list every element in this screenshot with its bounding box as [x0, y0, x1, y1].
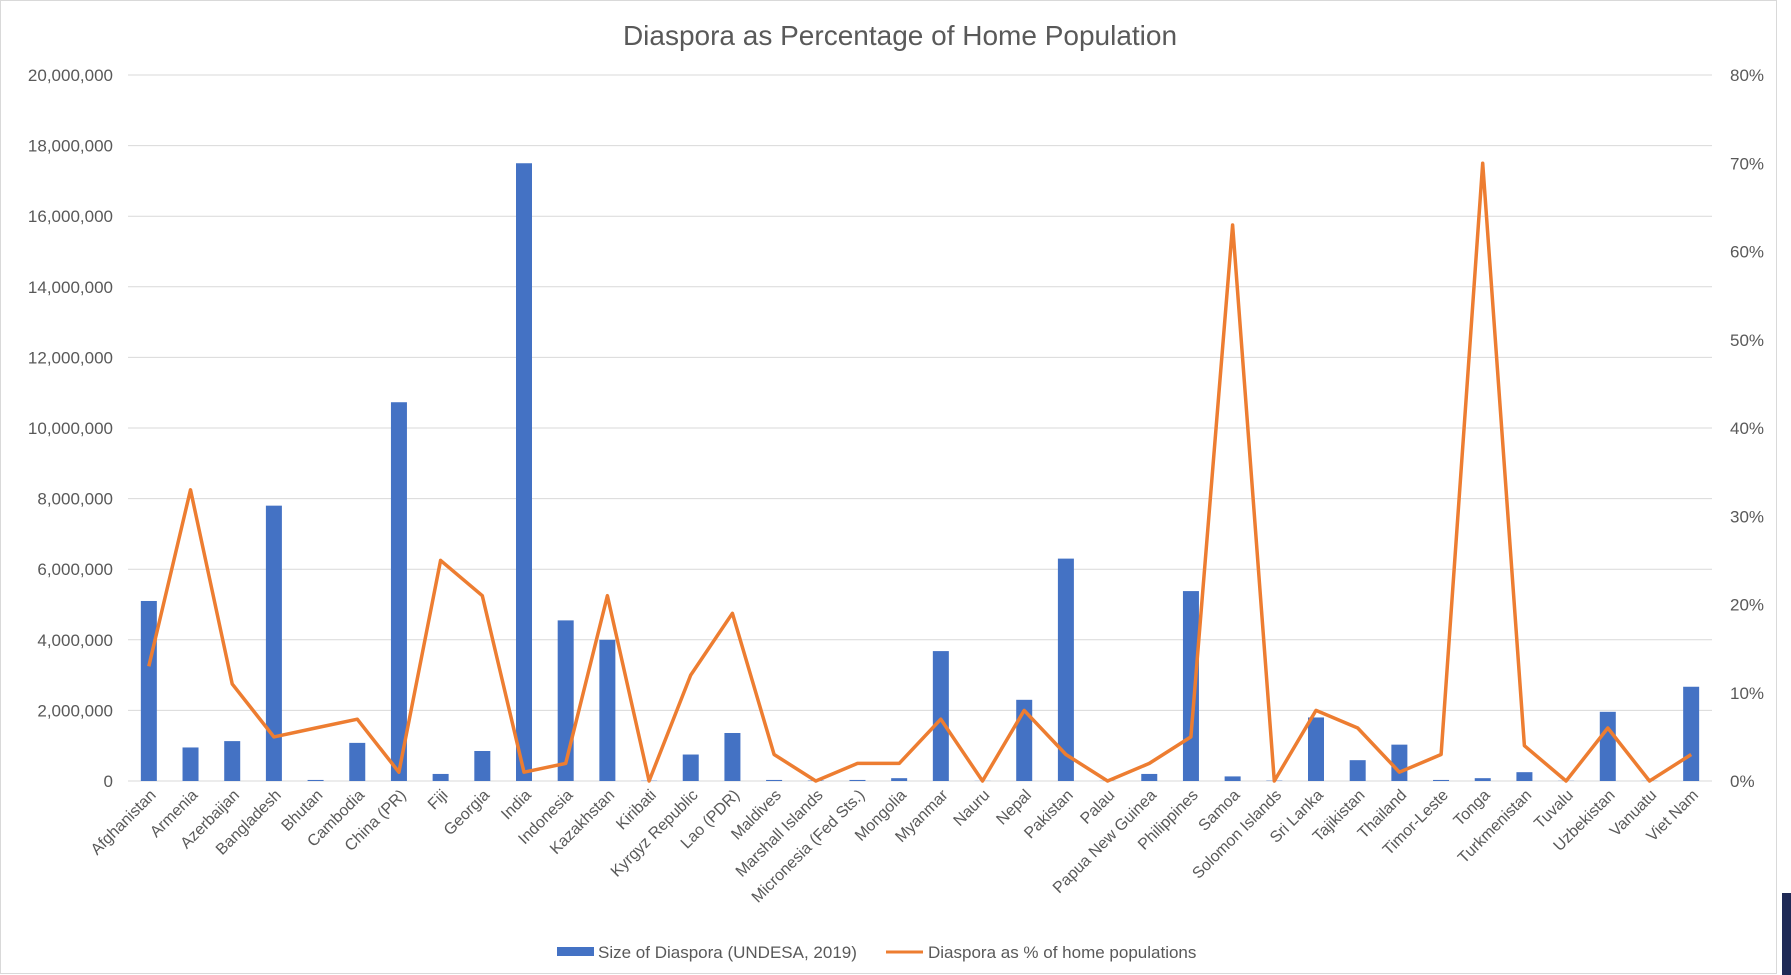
category-label: Nauru: [951, 787, 994, 830]
bar: [1349, 760, 1366, 781]
left-tick-label: 18,000,000: [28, 137, 113, 156]
bar: [1391, 744, 1408, 781]
left-tick-label: 2,000,000: [37, 701, 113, 720]
bar: [1599, 711, 1616, 781]
category-label: Afghanistan: [88, 787, 160, 859]
right-tick-label: 0%: [1730, 772, 1755, 791]
bar: [1683, 686, 1700, 781]
bar: [1182, 591, 1199, 781]
bar: [182, 747, 199, 781]
legend: Size of Diaspora (UNDESA, 2019) Diaspora…: [557, 943, 1196, 962]
bar: [1474, 778, 1491, 781]
bar: [516, 163, 532, 781]
right-tick-label: 40%: [1730, 419, 1764, 438]
legend-bar-swatch: [557, 947, 594, 956]
right-tick-label: 50%: [1730, 331, 1764, 350]
gridlines: [128, 74, 1712, 782]
left-tick-label: 4,000,000: [37, 631, 113, 650]
category-labels: AfghanistanArmeniaAzerbaijanBangladeshBh…: [88, 786, 1702, 906]
bar: [766, 779, 783, 781]
right-tick-label: 10%: [1730, 684, 1764, 703]
left-tick-label: 6,000,000: [37, 560, 113, 579]
right-tick-label: 20%: [1730, 596, 1764, 615]
line-series: [147, 161, 1693, 783]
right-axis-ticks: 0% 10% 20% 30% 40% 50% 60% 70% 80%: [1730, 66, 1764, 791]
bar: [1224, 776, 1241, 781]
left-tick-label: 16,000,000: [28, 207, 113, 226]
category-label: Fiji: [425, 787, 451, 813]
bar: [599, 639, 616, 781]
left-tick-label: 12,000,000: [28, 348, 113, 367]
line-path: [147, 161, 1693, 783]
bar: [224, 741, 241, 781]
bar: [432, 773, 449, 781]
right-tick-label: 60%: [1730, 243, 1764, 262]
bar: [140, 600, 157, 781]
bar: [1308, 717, 1324, 781]
bar: [932, 651, 949, 781]
bar: [474, 750, 491, 781]
left-tick-label: 8,000,000: [37, 490, 113, 509]
legend-bar-label: Size of Diaspora (UNDESA, 2019): [598, 943, 857, 962]
corner-block: [1782, 893, 1791, 975]
bar: [724, 732, 741, 781]
bar: [1433, 779, 1450, 781]
bar: [1141, 773, 1158, 781]
left-axis-ticks: 0 2,000,000 4,000,000 6,000,000 8,000,000 10,…: [28, 66, 113, 791]
bar: [891, 778, 908, 781]
right-tick-label: 80%: [1730, 66, 1764, 85]
bar: [307, 779, 324, 781]
bar: [1057, 558, 1074, 781]
bar: [265, 505, 282, 781]
category-label: Turkmenistan: [1455, 787, 1535, 867]
right-tick-label: 30%: [1730, 507, 1764, 526]
category-label: Georgia: [441, 787, 493, 839]
bar: [849, 779, 866, 781]
bar: [390, 402, 407, 781]
right-tick-label: 70%: [1730, 154, 1764, 173]
left-tick-label: 20,000,000: [28, 66, 113, 85]
left-tick-label: 10,000,000: [28, 419, 113, 438]
bar-series: [140, 163, 1700, 781]
left-tick-label: 0: [104, 772, 113, 791]
left-tick-label: 14,000,000: [28, 278, 113, 297]
bar: [682, 754, 699, 781]
bar: [1516, 772, 1533, 781]
category-label: India: [498, 787, 535, 824]
legend-line-label: Diaspora as % of home populations: [928, 943, 1196, 962]
chart-title: Diaspora as Percentage of Home Populatio…: [623, 20, 1177, 51]
bar: [349, 742, 366, 781]
